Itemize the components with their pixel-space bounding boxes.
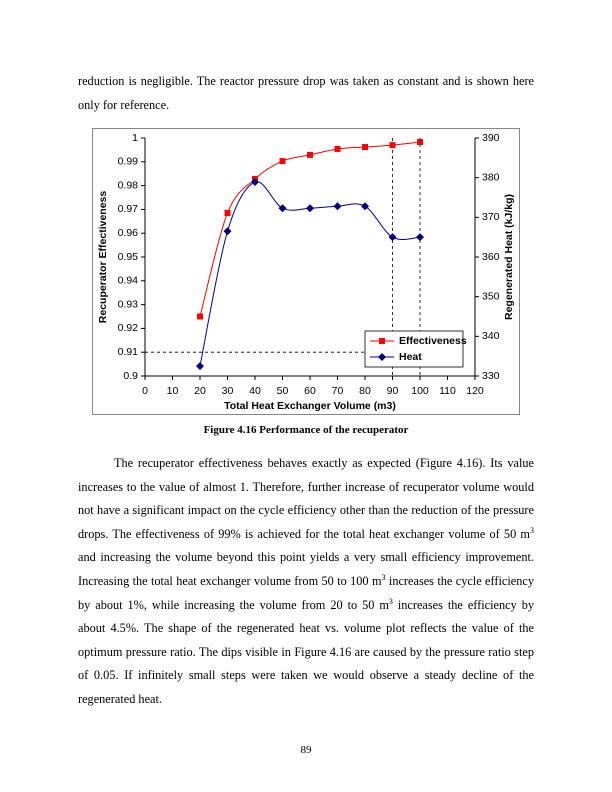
chart: Total Heat Exchanger Volume (m3) Recuper…: [92, 128, 520, 415]
x-tick-label: 80: [359, 385, 371, 397]
y-axis-title: Recuperator Effectiveness: [97, 191, 109, 324]
marker: [361, 202, 369, 211]
marker: [362, 144, 368, 151]
x-tick-label: 0: [142, 385, 148, 397]
x-axis-title: Total Heat Exchanger Volume (m3): [224, 400, 396, 412]
marker: [223, 227, 232, 236]
x-tick-label: 10: [167, 385, 179, 397]
y-tick-label: 0.93: [118, 298, 139, 310]
y-tick-label: 0.97: [118, 203, 139, 215]
y2-tick-label: 380: [482, 171, 500, 183]
legend-label: Effectiveness: [399, 335, 467, 347]
marker: [279, 158, 286, 165]
text-run: The recuperator effectiveness behaves ex…: [78, 456, 534, 541]
x-tick-label: 40: [249, 385, 261, 397]
y-tick-label: 0.92: [118, 322, 139, 334]
y-tick-label: 1: [132, 132, 138, 144]
y-tick-label: 0.9: [123, 370, 138, 382]
marker: [307, 151, 313, 158]
figure-caption: Figure 4.16 Performance of the recuperat…: [203, 424, 409, 436]
paragraph: reduction is negligible. The reactor pre…: [78, 74, 534, 112]
y2-axis-title: Regenerated Heat (kJ/kg): [503, 194, 515, 320]
y2-tick-label: 360: [482, 251, 500, 263]
superscript: 3: [381, 572, 386, 582]
x-tick-label: 90: [387, 385, 399, 397]
legend-label: Heat: [399, 351, 422, 363]
x-tick-label: 70: [332, 385, 344, 397]
marker: [224, 209, 231, 216]
y2-tick-label: 330: [482, 370, 500, 382]
marker: [197, 313, 203, 320]
chart-border: [92, 128, 520, 415]
marker: [389, 142, 396, 149]
marker: [278, 204, 287, 213]
legend-marker: [378, 353, 386, 361]
text-run: increases the efficiency by about 4.5%. …: [78, 597, 534, 706]
x-tick-label: 50: [277, 385, 289, 397]
marker: [388, 233, 397, 242]
y-tick-label: 0.99: [118, 156, 139, 168]
x-tick-label: 20: [194, 385, 206, 397]
marker: [306, 204, 314, 213]
x-tick-label: 30: [222, 385, 234, 397]
y-tick-label: 0.98: [118, 179, 139, 191]
marker: [333, 202, 342, 211]
marker: [334, 145, 341, 152]
text-run: increases the cycle efficiency by about …: [78, 573, 534, 612]
marker: [251, 178, 259, 187]
marker: [416, 233, 424, 242]
x-tick-label: 110: [439, 385, 456, 397]
y-tick-label: 0.94: [118, 275, 139, 287]
x-tick-label: 100: [411, 385, 429, 397]
marker: [417, 139, 423, 146]
legend-marker: [379, 338, 385, 344]
y-tick-label: 0.95: [118, 251, 139, 263]
text-run: and increasing the volume beyond this po…: [78, 550, 534, 588]
page-number: 89: [300, 744, 312, 756]
y-tick-label: 0.91: [118, 346, 139, 358]
y2-tick-label: 390: [482, 132, 500, 144]
marker: [196, 362, 204, 371]
y2-tick-label: 340: [482, 330, 500, 342]
paragraph: The recuperator effectiveness behaves ex…: [78, 452, 534, 712]
y-tick-label: 0.96: [118, 227, 139, 239]
y2-tick-label: 350: [482, 290, 500, 302]
y2-tick-label: 370: [482, 211, 500, 223]
superscript: 3: [388, 596, 393, 606]
legend-box: [364, 330, 464, 368]
superscript: 3: [530, 525, 534, 535]
x-tick-label: 60: [304, 385, 316, 397]
legend: Effectiveness Heat: [364, 330, 467, 368]
x-tick-label: 120: [466, 385, 484, 397]
